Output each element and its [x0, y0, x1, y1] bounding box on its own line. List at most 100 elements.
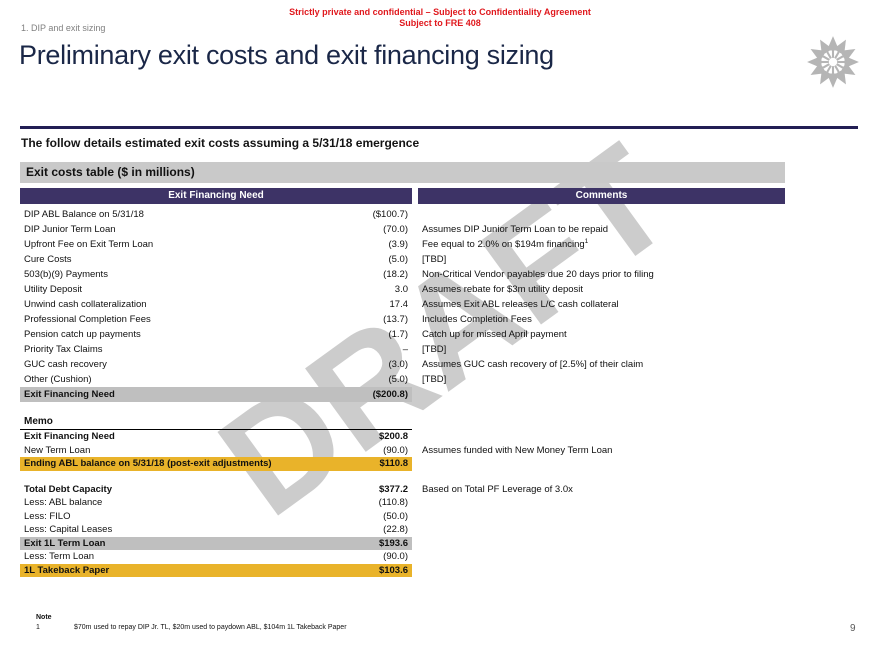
table-row: GUC cash recovery (3.0) Assumes GUC cash…: [20, 357, 858, 372]
table-row: Upfront Fee on Exit Term Loan (3.9) Fee …: [20, 237, 858, 252]
row-label: Unwind cash collateralization: [24, 299, 147, 310]
row-value: 17.4: [389, 299, 409, 310]
row-label: Professional Completion Fees: [24, 314, 151, 325]
row-value: (50.0): [383, 510, 408, 522]
page-title: Preliminary exit costs and exit financin…: [19, 40, 554, 70]
row-cells: Exit Financing Need $200.8: [20, 430, 412, 444]
row-comment: Non-Critical Vendor payables due 20 days…: [422, 269, 654, 280]
table-row: 503(b)(9) Payments (18.2) Non-Critical V…: [20, 267, 858, 282]
row-label: Less: Capital Leases: [24, 524, 113, 536]
row-cells: Exit Financing Need ($200.8): [20, 387, 412, 402]
memo-heading: Memo: [20, 416, 412, 430]
row-label: Priority Tax Claims: [24, 344, 103, 355]
row-label: Exit Financing Need: [24, 389, 115, 400]
row-comment: Assumes rebate for $3m utility deposit: [422, 284, 584, 295]
row-value: (90.0): [383, 444, 408, 456]
row-cells: Cure Costs (5.0): [20, 252, 412, 267]
row-cells: DIP Junior Term Loan (70.0): [20, 222, 412, 237]
row-label: Cure Costs: [24, 254, 72, 265]
table-row: Other (Cushion) (5.0) [TBD]: [20, 372, 858, 387]
row-label: Less: ABL balance: [24, 497, 103, 509]
table-row: Pension catch up payments (1.7) Catch up…: [20, 327, 858, 342]
row-cells: Utility Deposit 3.0: [20, 282, 412, 297]
memo-table-body: Exit Financing Need $200.8 New Term Loan…: [20, 430, 858, 577]
row-comment: Based on Total PF Leverage of 3.0x: [422, 483, 573, 495]
table-row: 1L Takeback Paper $103.6: [20, 563, 858, 577]
row-comment: Includes Completion Fees: [422, 314, 532, 325]
row-label: Upfront Fee on Exit Term Loan: [24, 239, 154, 250]
table-row: Less: Capital Leases (22.8): [20, 523, 858, 537]
row-comment: Fee equal to 2.0% on $194m financing1: [422, 238, 589, 251]
row-cells: GUC cash recovery (3.0): [20, 357, 412, 372]
row-value: (3.0): [388, 359, 408, 370]
table-row: Exit Financing Need $200.8: [20, 430, 858, 444]
column-header-comments: Comments: [418, 188, 785, 204]
row-cells: Professional Completion Fees (13.7): [20, 312, 412, 327]
table-row: Utility Deposit 3.0 Assumes rebate for $…: [20, 282, 858, 297]
row-cells: Less: Term Loan (90.0): [20, 550, 412, 564]
title-divider: [20, 126, 858, 129]
row-spacer: [20, 471, 858, 483]
row-label: Total Debt Capacity: [24, 483, 112, 495]
section-label: 1. DIP and exit sizing: [21, 23, 106, 33]
table-banner: Exit costs table ($ in millions): [20, 162, 785, 183]
row-value: (5.0): [388, 374, 408, 385]
table-row: Cure Costs (5.0) [TBD]: [20, 252, 858, 267]
exit-costs-table-body: DIP ABL Balance on 5/31/18 ($100.7) DIP …: [20, 207, 858, 402]
table-row: DIP Junior Term Loan (70.0) Assumes DIP …: [20, 222, 858, 237]
row-label: Exit 1L Term Loan: [24, 537, 106, 549]
row-comment: Catch up for missed April payment: [422, 329, 567, 340]
row-value: –: [402, 344, 408, 355]
row-label: 503(b)(9) Payments: [24, 269, 108, 280]
row-cells: Less: Capital Leases (22.8): [20, 523, 412, 537]
row-value: (13.7): [383, 314, 408, 325]
footnote-number: 1: [36, 624, 40, 631]
row-cells: Pension catch up payments (1.7): [20, 327, 412, 342]
row-label: Utility Deposit: [24, 284, 83, 295]
row-comment: Assumes funded with New Money Term Loan: [422, 444, 613, 456]
row-cells: Less: FILO (50.0): [20, 510, 412, 524]
table-row: Total Debt Capacity $377.2 Based on Tota…: [20, 483, 858, 497]
row-label: Ending ABL balance on 5/31/18 (post-exit…: [24, 458, 272, 470]
row-label: Exit Financing Need: [24, 431, 115, 443]
table-row: Less: FILO (50.0): [20, 510, 858, 524]
row-cells: DIP ABL Balance on 5/31/18 ($100.7): [20, 207, 412, 222]
lead-sentence: The follow details estimated exit costs …: [21, 136, 420, 150]
row-cells: 503(b)(9) Payments (18.2): [20, 267, 412, 282]
row-cells: Exit 1L Term Loan $193.6: [20, 536, 412, 550]
row-label: New Term Loan: [24, 444, 91, 456]
row-value: (3.9): [388, 239, 408, 250]
row-value: $200.8: [378, 431, 408, 443]
row-cells: New Term Loan (90.0): [20, 444, 412, 458]
footnote-heading: Note: [36, 614, 52, 621]
column-header-exit-financing-need: Exit Financing Need: [20, 188, 412, 204]
table-row: DIP ABL Balance on 5/31/18 ($100.7): [20, 207, 858, 222]
row-value: ($100.7): [372, 209, 408, 220]
table-row: Less: ABL balance (110.8): [20, 496, 858, 510]
row-cells: Priority Tax Claims –: [20, 342, 412, 357]
row-label: DIP ABL Balance on 5/31/18: [24, 209, 144, 220]
row-value: $110.8: [379, 458, 408, 470]
footnote-line: 1 $70m used to repay DIP Jr. TL, $20m use…: [36, 624, 347, 631]
row-label: Less: Term Loan: [24, 551, 95, 563]
row-cells: Unwind cash collateralization 17.4: [20, 297, 412, 312]
confidentiality-line-2: Subject to FRE 408: [399, 18, 481, 28]
row-comment: [TBD]: [422, 254, 447, 265]
table-row: Exit Financing Need ($200.8): [20, 387, 858, 402]
starburst-arrows-logo-icon: [807, 36, 859, 88]
row-label: DIP Junior Term Loan: [24, 224, 116, 235]
table-column-headers: Exit Financing Need Comments: [20, 188, 785, 204]
row-comment: Assumes Exit ABL releases L/C cash colla…: [422, 299, 619, 310]
row-cells: Ending ABL balance on 5/31/18 (post-exit…: [20, 457, 412, 471]
row-cells: Less: ABL balance (110.8): [20, 496, 412, 510]
row-comment: Assumes DIP Junior Term Loan to be repai…: [422, 224, 609, 235]
row-cells: Total Debt Capacity $377.2: [20, 483, 412, 497]
table-row: Less: Term Loan (90.0): [20, 550, 858, 564]
table-row: Exit 1L Term Loan $193.6: [20, 536, 858, 550]
row-value: (110.8): [378, 497, 408, 509]
row-value: $377.2: [378, 483, 408, 495]
row-value: $103.6: [378, 564, 408, 576]
page-number: 9: [850, 623, 856, 634]
row-label: Other (Cushion): [24, 374, 92, 385]
